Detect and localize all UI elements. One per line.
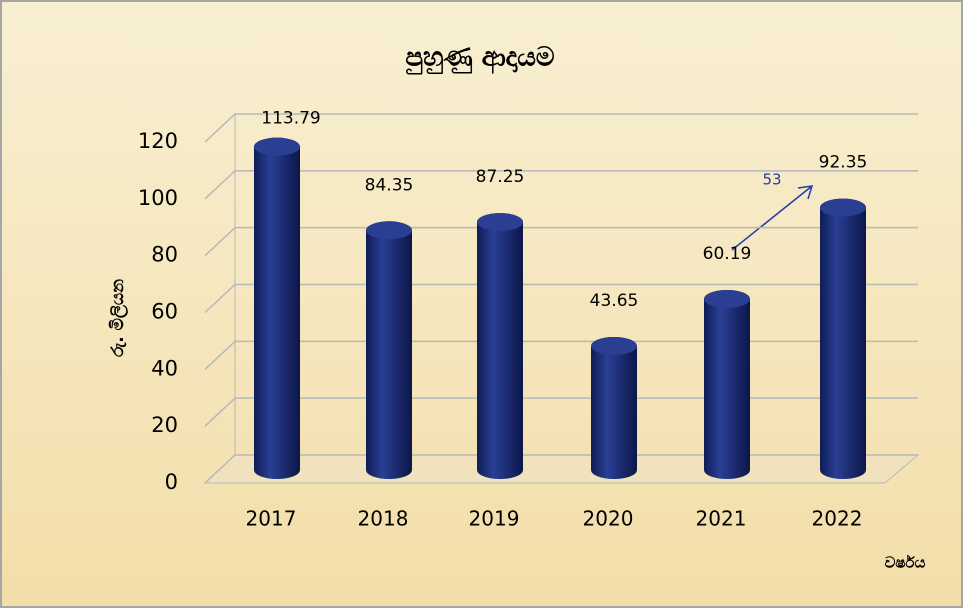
value-label: 43.65 xyxy=(590,291,639,311)
x-tick-label: 2022 xyxy=(812,507,863,531)
y-tick-label: 20 xyxy=(151,413,178,437)
value-label: 92.35 xyxy=(819,153,868,173)
bar-top xyxy=(366,221,412,240)
bar-top xyxy=(704,289,750,308)
bar xyxy=(820,198,866,479)
value-label: 84.35 xyxy=(365,175,414,195)
y-tick-label: 80 xyxy=(151,243,178,267)
bar xyxy=(366,221,412,479)
y-tick-label: 60 xyxy=(151,300,178,324)
x-tick-label: 2017 xyxy=(246,507,297,531)
floor xyxy=(203,454,920,484)
x-axis-title: වර්ෂය xyxy=(885,554,926,572)
bar-top xyxy=(591,336,637,355)
y-axis-title: රු. මිලියන xyxy=(108,279,129,357)
x-tick-label: 2020 xyxy=(583,507,634,531)
x-tick-label: 2018 xyxy=(358,507,409,531)
x-tick-label: 2019 xyxy=(469,507,520,531)
y-tick-label: 100 xyxy=(138,186,178,210)
x-tick-label: 2021 xyxy=(696,507,747,531)
bar xyxy=(704,289,750,479)
y-tick-label: 0 xyxy=(165,470,178,494)
bar xyxy=(254,137,300,480)
bar-top xyxy=(820,198,866,217)
bar-top xyxy=(477,213,523,232)
annotation: 53 xyxy=(762,171,781,189)
annotation-arrowhead xyxy=(797,185,814,200)
value-label: 60.19 xyxy=(703,244,752,264)
bar-top xyxy=(254,137,300,156)
bar xyxy=(591,336,637,479)
chart-title: පුහුණු ආදායම xyxy=(405,43,555,76)
y-tick-label: 120 xyxy=(138,129,178,153)
grid-line xyxy=(204,397,918,427)
grid-line xyxy=(204,170,918,200)
value-label: 87.25 xyxy=(476,167,525,187)
bar xyxy=(477,213,523,480)
grid-line xyxy=(204,113,918,143)
annotation-arrow xyxy=(731,185,813,251)
y-tick-label: 40 xyxy=(151,356,178,380)
grid-line xyxy=(204,340,918,370)
grid-line xyxy=(204,283,918,314)
value-label: 113.79 xyxy=(261,109,320,129)
grid-line xyxy=(204,226,918,257)
grid-line xyxy=(204,454,918,484)
